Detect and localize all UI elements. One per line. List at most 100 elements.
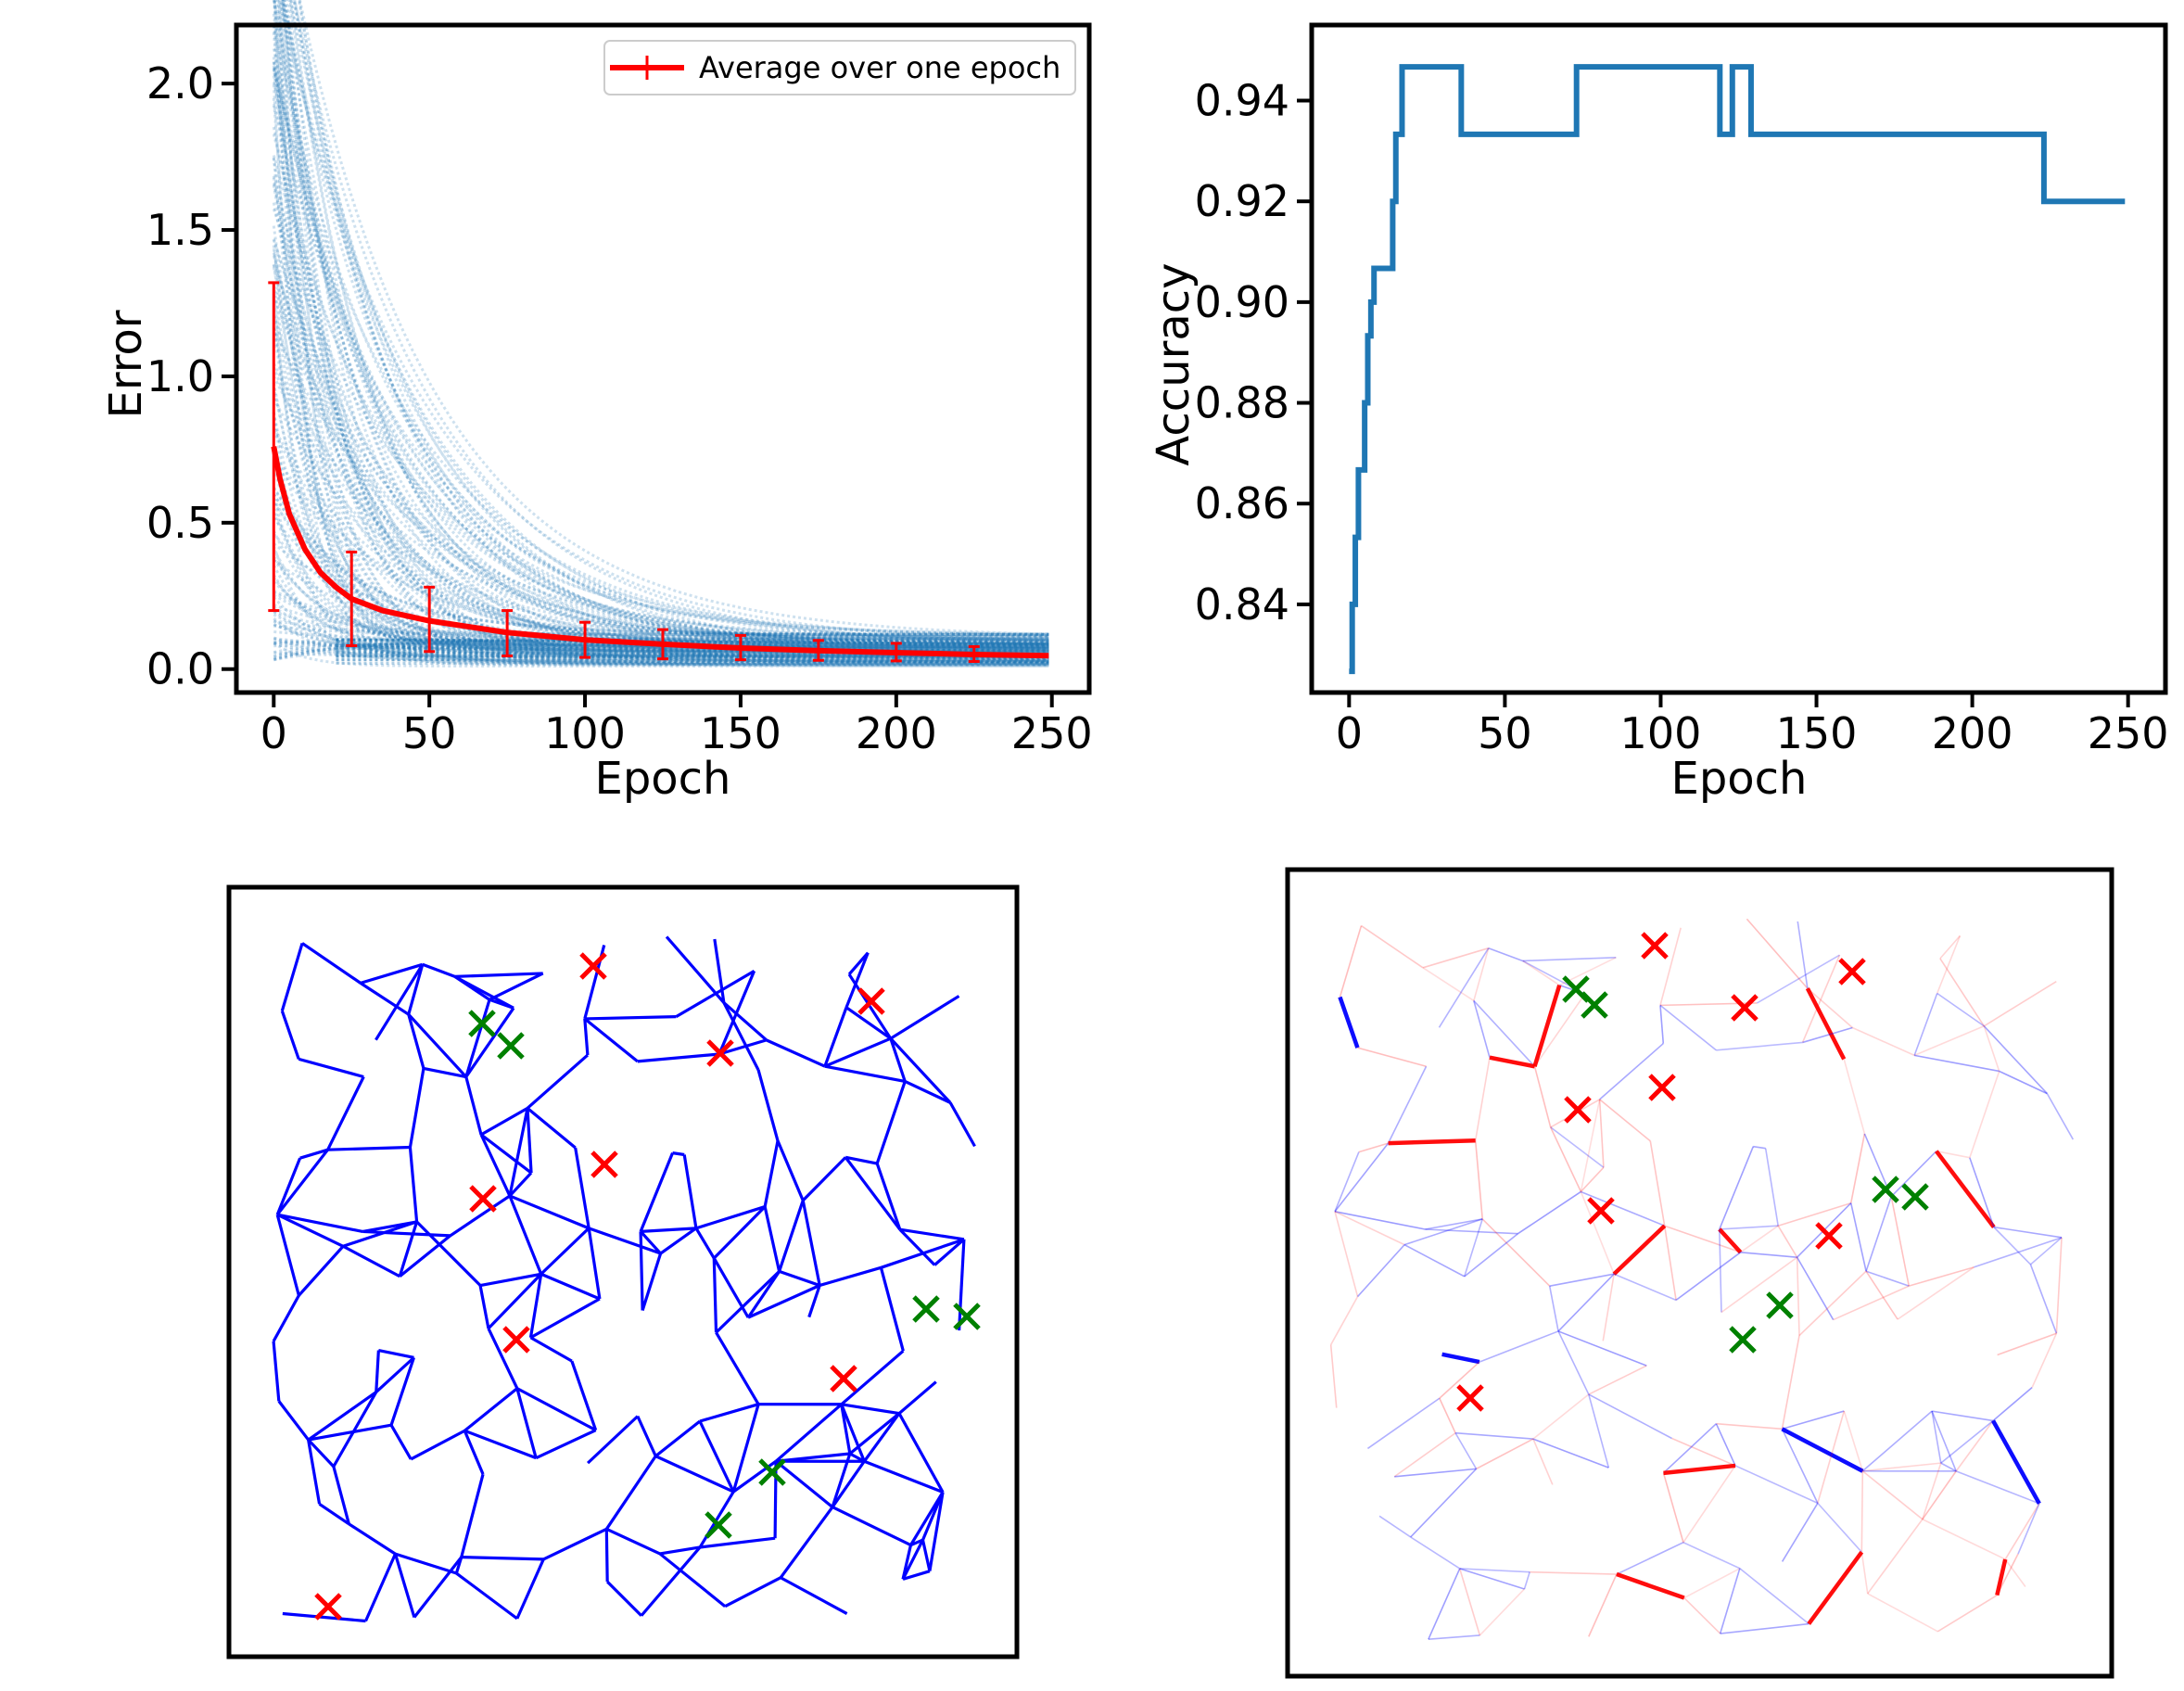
weighted-network-edge — [1410, 1468, 1478, 1538]
red-cross-marker — [469, 1185, 497, 1213]
sample-error-curve — [276, 0, 1049, 664]
sample-error-curve — [273, 555, 1049, 647]
network-edge — [326, 1075, 365, 1151]
sample-error-curve — [273, 623, 1049, 663]
sample-error-curve — [273, 0, 1049, 636]
accuracy-x-tick-label: 50 — [1478, 708, 1532, 758]
network-edge — [763, 1206, 781, 1272]
network-edge — [698, 1491, 735, 1548]
weighted-network-edge — [1719, 1568, 1741, 1634]
sample-error-curve — [272, 326, 1049, 658]
sample-error-curve — [273, 643, 1049, 648]
sample-error-curve — [272, 311, 1049, 659]
accuracy-x-tick-label: 0 — [1336, 708, 1363, 758]
sample-error-curve — [273, 596, 1049, 665]
sample-error-curve — [298, 0, 1049, 636]
sample-error-curve — [273, 493, 1049, 636]
network-edge — [394, 1552, 457, 1575]
accuracy-plot-frame — [1309, 22, 2168, 695]
network-edge — [823, 1007, 848, 1067]
red-cross-marker — [1587, 1197, 1615, 1225]
error-legend: Average over one epoch — [603, 40, 1076, 95]
sample-error-curve — [272, 255, 1049, 662]
sample-error-curve — [273, 591, 1049, 649]
network-edge — [542, 1527, 607, 1561]
error-plot-frame — [234, 22, 1092, 695]
network-edge — [464, 1007, 515, 1078]
weighted-network-edge — [1861, 1410, 1933, 1472]
sample-error-curve — [273, 487, 1049, 645]
weighted-network-edge — [1936, 935, 1962, 994]
weighted-network-edge — [1935, 1150, 1996, 1228]
sample-error-curve — [272, 25, 1049, 642]
network-edge — [672, 1151, 685, 1157]
sample-error-floor — [336, 638, 1049, 646]
error-bars — [268, 281, 980, 664]
weighted-network-edge — [1532, 985, 1562, 1067]
weighted-network-edge — [1479, 1330, 1559, 1363]
sample-error-curve — [273, 542, 1049, 636]
weighted-network-edge — [1612, 1224, 1667, 1276]
error-x-axis-label: Epoch — [595, 753, 731, 805]
network-edge — [479, 1134, 512, 1197]
sample-error-curve — [272, 177, 1049, 642]
weighted-network-edge — [1764, 1148, 1779, 1227]
weighted-network-edge — [1599, 1042, 1664, 1100]
sample-error-curve — [273, 619, 1049, 657]
sample-error-curve — [293, 0, 1049, 645]
accuracy-x-tick-label: 150 — [1776, 708, 1858, 758]
network-edge — [422, 962, 456, 978]
error-y-tick-label: 2.0 — [146, 58, 214, 108]
weighted-network-edge — [1454, 1431, 1533, 1440]
sample-error-curve — [272, 25, 1049, 650]
network-edge — [722, 1001, 768, 1042]
weighted-network-edge — [1439, 1397, 1456, 1434]
weighted-network-edge — [1334, 1211, 1405, 1246]
sample-error-curve — [273, 623, 1049, 667]
network-edge — [454, 1557, 463, 1574]
sample-error-curve — [273, 642, 1049, 654]
network-edge — [658, 1552, 727, 1608]
sample-error-curve — [288, 0, 1049, 662]
weighted-network-edge — [1334, 1151, 1360, 1213]
weighted-network-edge — [1533, 1066, 1552, 1128]
weighted-network-edge — [1922, 1470, 1957, 1520]
weighted-network-edge — [1360, 924, 1424, 969]
sample-error-curve — [298, 0, 1049, 650]
red-cross-marker — [706, 1039, 734, 1067]
network-edge — [640, 1545, 702, 1617]
weighted-network-edge — [1338, 996, 1360, 1049]
sample-error-curve — [272, 57, 1049, 640]
sample-error-curve — [273, 452, 1049, 650]
weighted-network-edge — [1716, 1422, 1783, 1430]
weighted-network-edge — [1588, 1393, 1610, 1468]
weighted-network-edge — [1422, 947, 1489, 969]
accuracy-y-axis-label: Accuracy — [1148, 262, 1200, 465]
network-edge — [763, 1140, 780, 1207]
error-y-ticks: 0.0 0.5 1.0 1.5 2.0 — [146, 58, 236, 694]
sample-error-curve — [272, 507, 1049, 654]
weighted-network-edge — [1739, 1568, 1809, 1625]
network-edge — [389, 1424, 413, 1460]
green-cross-marker — [1729, 1326, 1757, 1354]
sample-error-curve — [272, 184, 1049, 658]
sample-error-curve — [273, 0, 1049, 649]
weighted-network-edge — [1940, 1462, 1957, 1472]
weighted-network-edge — [1581, 1190, 1665, 1227]
network-edge — [819, 1265, 882, 1288]
network-edge — [479, 1272, 541, 1288]
network-right-markers — [1456, 932, 1929, 1412]
network-edge — [307, 1439, 322, 1505]
network-edge — [280, 1010, 300, 1060]
network-edge — [840, 1349, 905, 1405]
weighted-network-edge — [1474, 1057, 1491, 1141]
accuracy-x-tick-label: 200 — [1932, 708, 2013, 758]
weighted-network-edge — [1616, 1542, 1684, 1575]
network-edge — [718, 1038, 768, 1056]
network-right-frame — [1285, 867, 2114, 1679]
network-edge — [364, 1553, 397, 1622]
network-edge — [639, 1230, 662, 1255]
network-edge — [327, 1145, 411, 1151]
network-edge — [776, 1139, 805, 1202]
sample-error-curve — [272, 294, 1049, 651]
